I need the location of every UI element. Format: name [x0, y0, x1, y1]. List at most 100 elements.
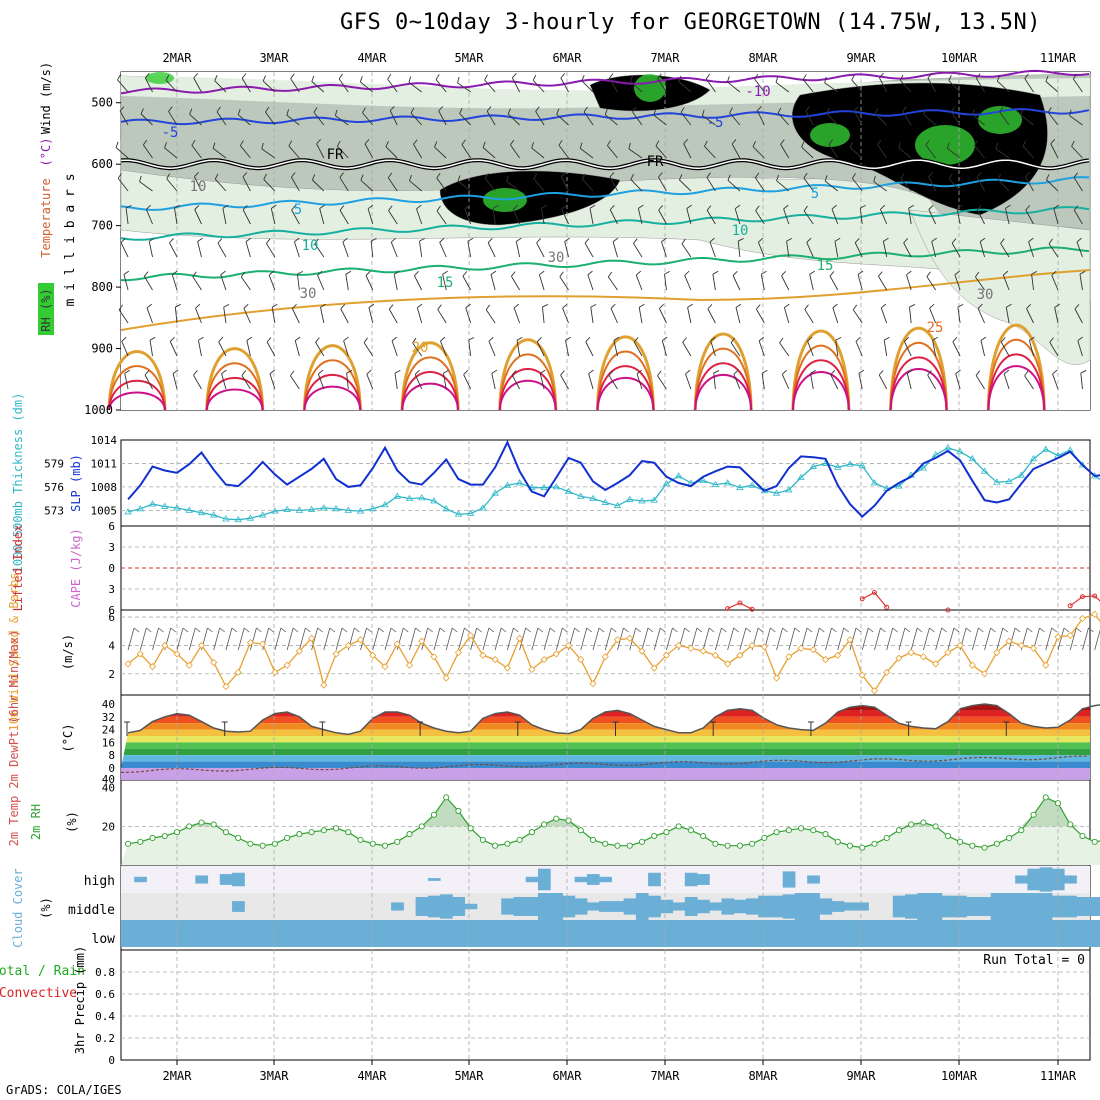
wind-speed-marker	[773, 674, 781, 682]
wind-barb-flag	[239, 140, 244, 146]
wind-barb-flag	[999, 106, 1004, 113]
wind-barb-flag	[1028, 237, 1034, 243]
rh2m-marker	[565, 817, 572, 824]
cloud-low-bar	[525, 920, 539, 947]
wind-barb-flag	[559, 271, 564, 277]
surface-wind-barb-flag	[892, 627, 898, 633]
wind-barb	[704, 145, 716, 159]
thickness-marker	[1017, 471, 1025, 478]
wind-barb-flag	[826, 107, 830, 114]
wind-barb-flag	[1025, 205, 1031, 211]
wind-barb-flag	[291, 205, 296, 211]
wind-barb-flag	[513, 204, 519, 210]
wind-barb	[874, 113, 888, 126]
wind-barb	[172, 373, 178, 390]
surface-wind-barb-flag	[843, 627, 849, 633]
wind-barb	[906, 274, 912, 291]
wind-barb-flag	[849, 141, 853, 148]
wind-speed-marker	[295, 647, 303, 655]
isotherm-10	[120, 206, 1090, 241]
surface-wind-barb-flag	[916, 627, 923, 633]
wind-barb-flag	[516, 336, 523, 341]
wind-barb-flag	[1076, 237, 1082, 243]
surface-wind-barb	[555, 627, 563, 651]
temperature-axis-label: 2m Temp 2m DewPt (6hr Min/Max)	[7, 630, 21, 847]
rh2m-marker	[785, 827, 792, 834]
wind-barb-flag	[516, 237, 522, 242]
wind-barb	[1003, 373, 1010, 390]
wind-barb	[1051, 275, 1059, 291]
rh2m-marker	[406, 831, 413, 838]
wind-barb	[879, 77, 888, 93]
wind-barb	[1053, 208, 1059, 225]
wind-barb	[972, 114, 985, 126]
thickness-marker	[185, 506, 193, 513]
cloud-low-bar	[709, 920, 723, 947]
wind-barb	[854, 242, 863, 258]
thickness-marker	[613, 501, 622, 509]
wind-barb	[976, 209, 985, 225]
surface-wind-barb-flag	[231, 627, 238, 633]
lifted-index-marker	[859, 596, 865, 602]
thickness-marker	[895, 482, 903, 489]
wind-speed-marker	[821, 656, 830, 664]
cloud-high-bar	[537, 868, 551, 891]
wind-barb	[492, 208, 496, 225]
rh-legend-swatch	[38, 283, 54, 335]
wind-barb	[419, 241, 423, 258]
cloud-low-bar	[660, 920, 674, 947]
temperature-unit-label: (°C)	[61, 724, 75, 753]
wind-barb	[121, 341, 129, 357]
wind-barb-flag	[194, 171, 199, 177]
rh2m-marker	[1042, 794, 1049, 801]
surface-wind-barb	[323, 627, 331, 651]
surface-wind-barb-flag	[403, 627, 409, 633]
wind-barb	[510, 276, 520, 291]
thickness-marker	[577, 492, 585, 499]
cloud-middle-bar	[550, 893, 563, 920]
wind-barb-flag	[806, 237, 812, 243]
wind-barb-flag	[685, 369, 691, 375]
wind-barb	[657, 375, 667, 390]
warm-isotherm-loop	[791, 359, 850, 411]
wind-barb-flag	[804, 304, 809, 310]
wind-barb	[980, 340, 986, 357]
cloud-layer-label: low	[92, 932, 116, 947]
surface-wind-barb-flag	[280, 627, 287, 633]
cloud-middle-bar	[807, 893, 820, 920]
wind-speed-marker	[626, 634, 634, 642]
wind-barb	[335, 115, 349, 126]
cloud-high-bar	[599, 876, 612, 883]
cloud-low-bar	[305, 920, 319, 947]
wind-speed-marker	[405, 661, 414, 669]
wind-barb	[928, 209, 937, 225]
wind-barb	[608, 375, 618, 390]
wind-barb	[579, 148, 594, 159]
cloud-low-bar	[427, 920, 441, 947]
wind-barb	[165, 79, 178, 93]
rh2m-marker	[271, 840, 278, 847]
warm-isotherm-loop	[791, 329, 851, 411]
cloud-low-bar	[672, 920, 686, 947]
wind-barb	[826, 113, 839, 126]
surface-wind-barb	[286, 627, 294, 651]
wind-barb	[511, 77, 521, 93]
wind-barb-flag	[556, 108, 560, 115]
cloud-low-bar	[391, 920, 404, 947]
surface-wind-barb-flag	[855, 627, 862, 633]
surface-wind-barb	[1094, 629, 1100, 651]
cloud-middle-bar	[1002, 893, 1016, 920]
surface-wind-barb	[788, 627, 796, 651]
wind-speed-marker	[760, 643, 768, 651]
wind-barb-flag	[533, 173, 538, 179]
wind-barb	[261, 148, 276, 159]
wind-barb	[195, 307, 202, 324]
wind-barb	[1047, 112, 1059, 126]
thickness-marker	[454, 510, 463, 517]
wind-barb	[536, 341, 545, 357]
wind-barb-flag	[313, 107, 318, 113]
thickness-marker	[393, 492, 401, 499]
wind-barb-flag	[511, 370, 517, 376]
rh-shade-moist-core	[810, 123, 850, 147]
wind-barb-flag	[1045, 75, 1049, 82]
